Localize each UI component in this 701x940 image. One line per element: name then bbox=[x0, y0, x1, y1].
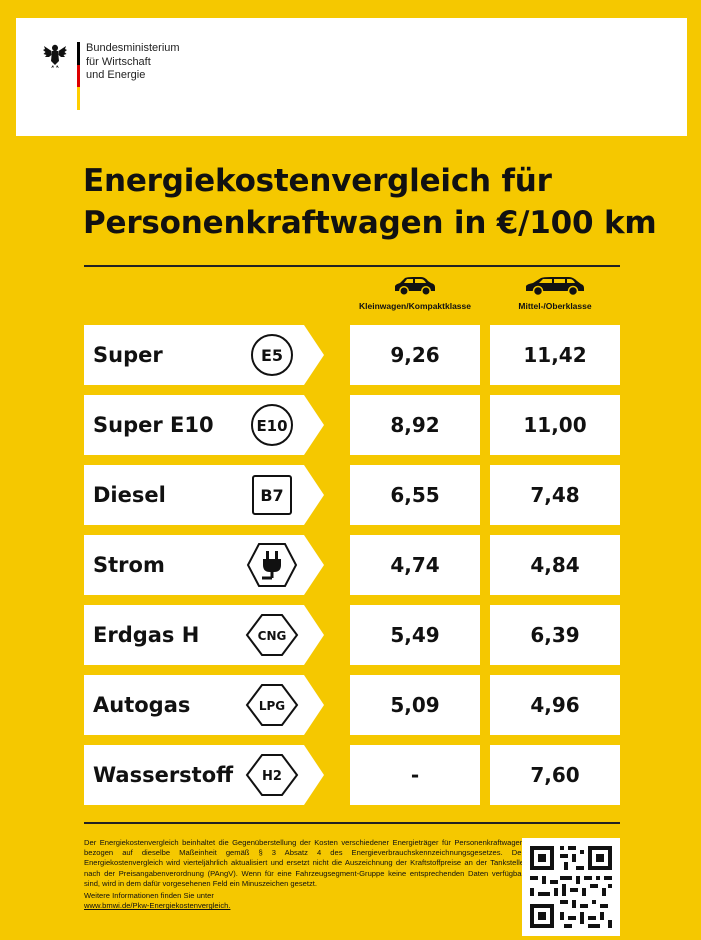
ministry-line-3: und Energie bbox=[86, 69, 146, 81]
symbol-text: E10 bbox=[256, 417, 287, 435]
value-small-car: 9,26 bbox=[350, 325, 480, 385]
small-car-icon bbox=[395, 277, 435, 296]
fuel-label-box: Autogas LPG bbox=[84, 675, 324, 735]
symbol-text: H2 bbox=[262, 769, 282, 784]
fuel-name: Autogas bbox=[93, 693, 191, 717]
e10-symbol-icon: E10 bbox=[251, 404, 293, 446]
table-row: Diesel B7 6,55 7,48 bbox=[84, 465, 620, 525]
symbol-text: E5 bbox=[261, 346, 283, 365]
table-row: Super E10 E10 8,92 11,00 bbox=[84, 395, 620, 455]
column-header-small: Kleinwagen/Kompaktklasse bbox=[350, 275, 480, 311]
fuel-name: Super E10 bbox=[93, 413, 214, 437]
qr-code[interactable] bbox=[522, 838, 620, 936]
column-label-large: Mittel-/Oberklasse bbox=[518, 301, 592, 311]
electric-plug-icon bbox=[246, 543, 298, 587]
info-link[interactable]: www.bmwi.de/Pkw-Energiekostenvergleich. bbox=[84, 901, 231, 911]
symbol-text: B7 bbox=[260, 486, 283, 505]
top-divider bbox=[84, 265, 620, 267]
fuel-label-box: Super E10 E10 bbox=[84, 395, 324, 455]
value-large-car: 4,84 bbox=[490, 535, 620, 595]
fuel-label-box: Erdgas H CNG bbox=[84, 605, 324, 665]
footer-description: Der Energiekostenvergleich beinhaltet di… bbox=[84, 838, 524, 888]
fuel-label-box: Strom bbox=[84, 535, 324, 595]
federal-eagle-icon bbox=[43, 44, 67, 68]
table-row: Strom 4,74 4,84 bbox=[84, 535, 620, 595]
table-row: Super E5 9,26 11,42 bbox=[84, 325, 620, 385]
title-line-2: Personenkraftwagen in €/100 km bbox=[83, 205, 657, 241]
symbol-text: LPG bbox=[259, 699, 285, 713]
value-large-car: 4,96 bbox=[490, 675, 620, 735]
more-info-label: Weitere Informationen finden Sie unter bbox=[84, 891, 214, 901]
title-line-1: Energiekostenvergleich für bbox=[83, 163, 552, 199]
fuel-label-box: Super E5 bbox=[84, 325, 324, 385]
value-large-car: 7,60 bbox=[490, 745, 620, 805]
value-small-car: 4,74 bbox=[350, 535, 480, 595]
ministry-name: Bundesministerium für Wirtschaft und Ene… bbox=[86, 42, 180, 83]
german-flag-bar bbox=[77, 42, 80, 110]
h2-symbol-icon: H2 bbox=[245, 754, 299, 796]
column-header-large: Mittel-/Oberklasse bbox=[490, 275, 620, 311]
value-large-car: 11,42 bbox=[490, 325, 620, 385]
value-small-car: 8,92 bbox=[350, 395, 480, 455]
fuel-name: Super bbox=[93, 343, 163, 367]
fuel-name: Diesel bbox=[93, 483, 166, 507]
qr-code-icon bbox=[522, 838, 620, 936]
value-large-car: 11,00 bbox=[490, 395, 620, 455]
value-small-car: 5,49 bbox=[350, 605, 480, 665]
fuel-label-box: Wasserstoff H2 bbox=[84, 745, 324, 805]
column-label-small: Kleinwagen/Kompaktklasse bbox=[359, 301, 471, 311]
lpg-symbol-icon: LPG bbox=[245, 684, 299, 726]
value-small-car: 5,09 bbox=[350, 675, 480, 735]
value-small-car: - bbox=[350, 745, 480, 805]
ministry-header: Bundesministerium für Wirtschaft und Ene… bbox=[16, 18, 687, 136]
fuel-name: Erdgas H bbox=[93, 623, 200, 647]
ministry-line-1: Bundesministerium bbox=[86, 42, 180, 54]
fuel-name: Strom bbox=[93, 553, 165, 577]
b7-symbol-icon: B7 bbox=[252, 475, 292, 515]
cng-symbol-icon: CNG bbox=[245, 614, 299, 656]
fuel-label-box: Diesel B7 bbox=[84, 465, 324, 525]
ministry-line-2: für Wirtschaft bbox=[86, 55, 151, 68]
large-car-icon bbox=[526, 277, 584, 297]
value-small-car: 6,55 bbox=[350, 465, 480, 525]
footer-text: Der Energiekostenvergleich beinhaltet di… bbox=[84, 838, 524, 911]
value-large-car: 6,39 bbox=[490, 605, 620, 665]
bottom-divider bbox=[84, 822, 620, 824]
table-row: Autogas LPG 5,09 4,96 bbox=[84, 675, 620, 735]
e5-symbol-icon: E5 bbox=[251, 334, 293, 376]
symbol-text: CNG bbox=[258, 629, 287, 643]
table-row: Erdgas H CNG 5,49 6,39 bbox=[84, 605, 620, 665]
value-large-car: 7,48 bbox=[490, 465, 620, 525]
page-title: Energiekostenvergleich für Personenkraft… bbox=[83, 160, 657, 244]
table-row: Wasserstoff H2 - 7,60 bbox=[84, 745, 620, 805]
fuel-name: Wasserstoff bbox=[93, 763, 234, 787]
